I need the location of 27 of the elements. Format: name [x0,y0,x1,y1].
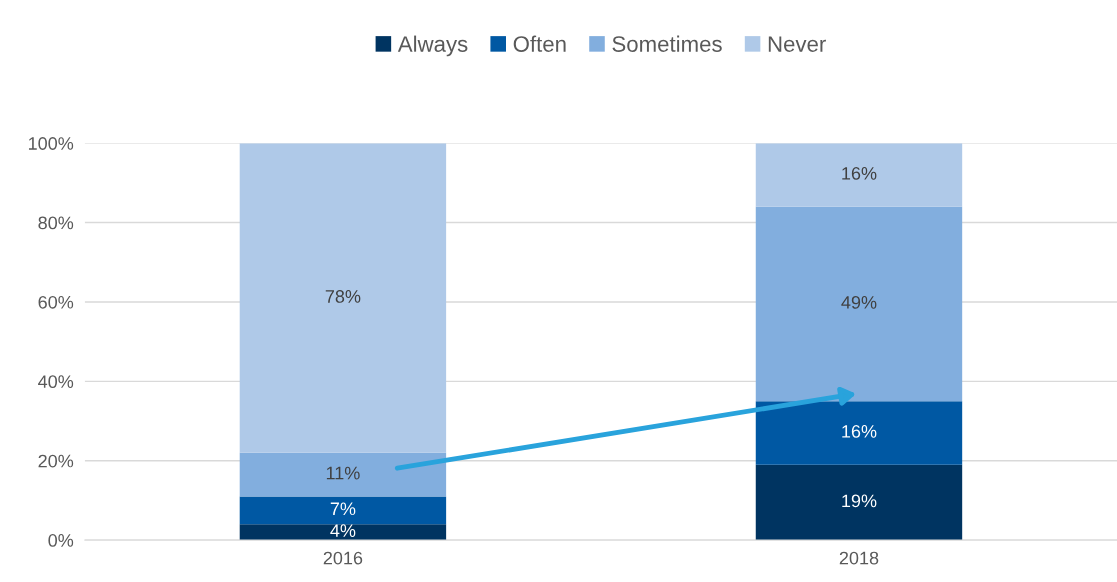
y-tick-label: 20% [38,454,74,468]
bar [239,452,447,497]
y-tick-label: 40% [38,375,74,389]
data-label: 4% [330,524,356,537]
bar [239,496,447,525]
x-tick-label: 2016 [323,551,363,565]
data-label: 49% [841,295,877,309]
data-label: 11% [326,466,360,480]
y-tick-label: 100% [28,137,74,150]
data-label: 19% [842,494,877,508]
data-label: 16% [842,424,877,438]
bar [755,143,963,207]
data-label: 16% [842,166,877,180]
y-tick-label: 80% [38,216,74,230]
y-tick-label: 60% [38,295,74,309]
bar [755,464,963,541]
bar [755,206,963,402]
bar [239,143,447,453]
legend-label: Often [513,35,566,52]
y-tick-label: 0% [48,534,74,547]
x-tick-label: 2018 [839,551,879,565]
legend-label: Always [397,35,468,57]
data-label: 7% [330,502,356,516]
data-label: 78% [325,290,361,303]
legend-label: Sometimes [612,35,722,52]
bar [239,524,447,541]
legend-label: Never [768,36,826,52]
